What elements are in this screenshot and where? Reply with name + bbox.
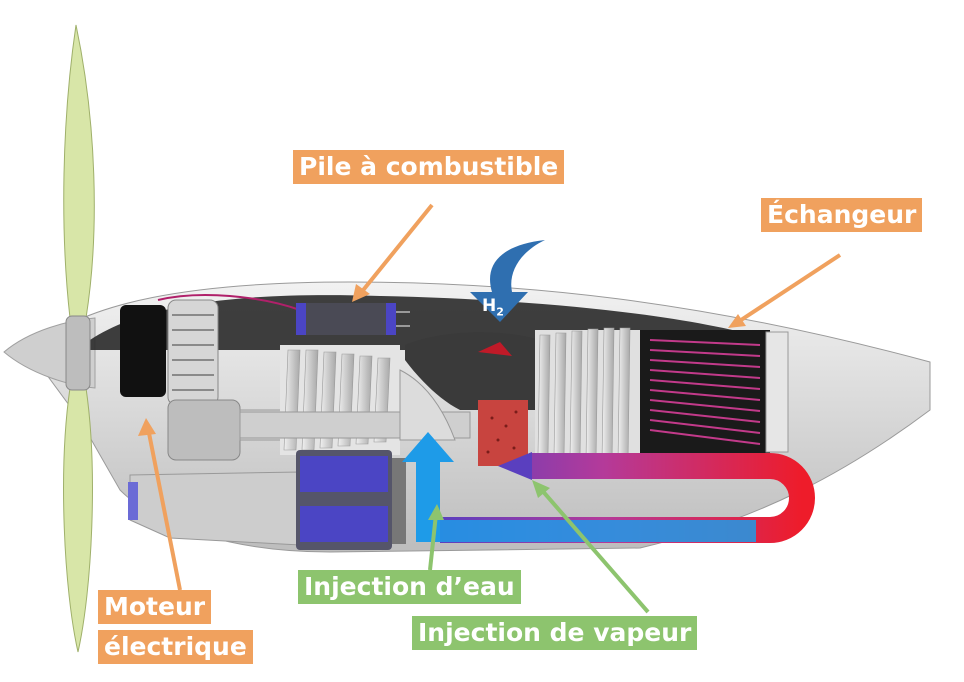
lower-fuel-cell bbox=[296, 450, 406, 550]
compressor bbox=[239, 345, 471, 455]
combustor bbox=[405, 332, 540, 466]
steam-injection-label: Injection de vapeur bbox=[412, 616, 698, 650]
exchanger-label: Échangeur bbox=[761, 198, 923, 232]
turbine bbox=[535, 327, 645, 463]
water-injection-pipe bbox=[402, 432, 756, 542]
water-injection-label: Injection d’eau bbox=[298, 570, 521, 604]
motor-pointer bbox=[146, 427, 182, 591]
motor-label-line1: Moteur bbox=[98, 590, 212, 624]
motor-label-line2: électrique bbox=[98, 630, 253, 664]
exchanger-pointer bbox=[736, 253, 842, 324]
fuel-cell-label: Pile à combustible bbox=[293, 150, 565, 184]
h2-label: H2 bbox=[482, 296, 504, 319]
propeller-icon bbox=[63, 24, 95, 653]
h2-arrow-icon bbox=[470, 240, 545, 322]
steam-injection-pipe bbox=[440, 452, 815, 543]
steam-pointer bbox=[538, 486, 650, 614]
fuel-cell-pointer bbox=[358, 203, 434, 296]
leader-lines bbox=[138, 203, 842, 614]
water-pointer bbox=[428, 513, 438, 571]
heat-exchanger bbox=[640, 330, 789, 455]
fuel-cell-stack bbox=[296, 303, 410, 335]
